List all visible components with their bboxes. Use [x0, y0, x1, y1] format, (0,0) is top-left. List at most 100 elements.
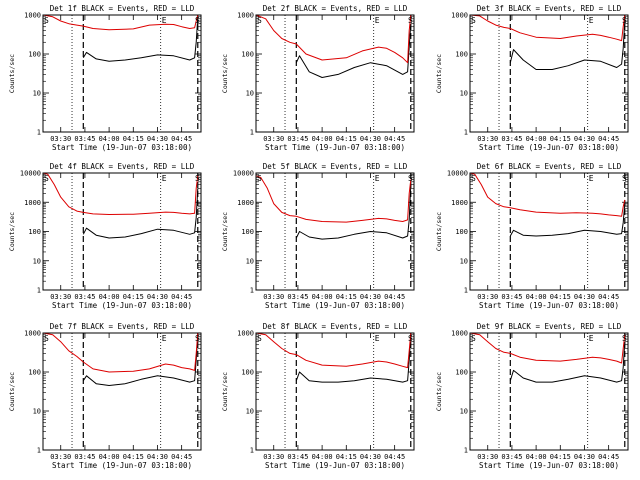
y-tick-label: 10 [460, 257, 468, 265]
x-tick-label: 04:00 [312, 135, 333, 143]
y-tick-label: 100 [455, 369, 468, 377]
panel-title: Det 5f BLACK = Events, RED = LLD [263, 162, 408, 171]
y-axis-label: Counts/sec [8, 54, 16, 93]
marker-e: E [162, 174, 167, 183]
marker-s-left: S [471, 334, 476, 343]
panel-det-4: Det 4f BLACK = Events, RED = LLD 1 10 100 10… [8, 162, 202, 310]
x-axis-label: Start Time (19-Jun-07 03:18:00) [52, 461, 192, 470]
x-tick-label: 03:30 [50, 293, 71, 301]
y-tick-label: 100 [241, 51, 254, 59]
x-tick-label: 04:45 [384, 135, 405, 143]
x-tick-label: 03:30 [50, 135, 71, 143]
y-tick-label: 10000 [20, 170, 41, 178]
x-axis-label: Start Time (19-Jun-07 03:18:00) [479, 461, 619, 470]
marker-e: E [589, 174, 594, 183]
x-tick-label: 04:45 [384, 293, 405, 301]
x-tick-label: 04:00 [312, 293, 333, 301]
panel-det-3: Det 3f BLACK = Events, RED = LLD 1 10 100 10… [435, 4, 629, 152]
y-tick-label: 1 [37, 129, 41, 137]
x-tick-label: 03:30 [263, 293, 284, 301]
y-tick-label: 1 [250, 447, 254, 455]
marker-s-right: S [195, 16, 200, 25]
panel-det-2: Det 2f BLACK = Events, RED = LLD 1 10 100 10… [221, 4, 415, 152]
series-black-line [82, 334, 199, 386]
series-red-line [255, 175, 412, 223]
x-tick-label: 04:15 [123, 293, 144, 301]
x-tick-label: 04:00 [99, 135, 120, 143]
series-black-line [295, 23, 412, 78]
marker-s-left: S [257, 16, 262, 25]
marker-e: E [375, 16, 380, 25]
panel-title: Det 7f BLACK = Events, RED = LLD [50, 322, 195, 331]
plot-frame [255, 332, 415, 451]
series-black-line [509, 203, 626, 237]
series-red-line [42, 14, 199, 31]
marker-s-right: S [195, 334, 200, 343]
y-tick-label: 1000 [237, 199, 254, 207]
panel-title: Det 6f BLACK = Events, RED = LLD [477, 162, 622, 171]
x-tick-label: 04:30 [360, 293, 381, 301]
x-tick-label: 03:45 [74, 293, 95, 301]
panel-title: Det 3f BLACK = Events, RED = LLD [477, 4, 622, 13]
marker-e: E [589, 16, 594, 25]
y-tick-label: 100 [455, 51, 468, 59]
y-tick-label: 1000 [451, 199, 468, 207]
x-tick-label: 03:30 [50, 453, 71, 461]
y-tick-label: 1 [37, 447, 41, 455]
plot-frame [42, 332, 202, 451]
series-red-line [469, 172, 626, 217]
x-tick-label: 03:30 [477, 453, 498, 461]
x-tick-label: 04:45 [598, 293, 619, 301]
series-black-line [295, 334, 412, 383]
plot-frame [255, 172, 415, 291]
panel-title: Det 2f BLACK = Events, RED = LLD [263, 4, 408, 13]
x-tick-label: 04:30 [147, 293, 168, 301]
x-tick-label: 04:00 [99, 293, 120, 301]
y-axis-label: Counts/sec [435, 212, 443, 251]
y-tick-label: 100 [455, 228, 468, 236]
marker-s-left: S [44, 16, 49, 25]
y-axis-label: Counts/sec [221, 54, 229, 93]
y-axis-label: Counts/sec [221, 372, 229, 411]
marker-s-right: S [622, 334, 627, 343]
x-tick-label: 03:45 [287, 293, 308, 301]
series-red-line [469, 14, 626, 42]
x-tick-label: 04:15 [550, 135, 571, 143]
panel-det-1: Det 1f BLACK = Events, RED = LLD 1 10 100 10… [8, 4, 202, 152]
y-tick-label: 100 [241, 369, 254, 377]
x-tick-label: 03:30 [263, 135, 284, 143]
y-axis-label: Counts/sec [8, 372, 16, 411]
marker-s-right: S [408, 334, 413, 343]
plot-frame [469, 14, 629, 133]
y-tick-label: 1000 [237, 330, 254, 338]
y-tick-label: 1 [250, 129, 254, 137]
marker-s-left: S [257, 174, 262, 183]
x-tick-label: 03:30 [477, 293, 498, 301]
x-tick-label: 03:30 [477, 135, 498, 143]
x-tick-label: 04:15 [336, 135, 357, 143]
y-tick-label: 10 [246, 90, 254, 98]
x-tick-label: 03:45 [74, 453, 95, 461]
y-tick-label: 10000 [447, 170, 468, 178]
series-black-line [295, 184, 412, 240]
x-tick-label: 03:45 [501, 135, 522, 143]
x-tick-label: 03:45 [287, 453, 308, 461]
panel-det-8: Det 8f BLACK = Events, RED = LLD 1 10 100 10… [221, 322, 415, 470]
x-tick-label: 04:30 [574, 135, 595, 143]
panel-title: Det 9f BLACK = Events, RED = LLD [477, 322, 622, 331]
x-tick-label: 03:45 [74, 135, 95, 143]
y-tick-label: 1000 [451, 12, 468, 20]
x-axis-label: Start Time (19-Jun-07 03:18:00) [265, 301, 405, 310]
y-axis-label: Counts/sec [8, 212, 16, 251]
marker-e: E [375, 174, 380, 183]
marker-s-left: S [44, 334, 49, 343]
marker-s-left: S [257, 334, 262, 343]
y-tick-label: 1000 [237, 12, 254, 20]
x-tick-label: 04:45 [384, 453, 405, 461]
marker-s-left: S [471, 174, 476, 183]
x-axis-label: Start Time (19-Jun-07 03:18:00) [479, 301, 619, 310]
y-tick-label: 10 [246, 257, 254, 265]
series-red-line [255, 332, 412, 369]
y-tick-label: 100 [28, 369, 41, 377]
y-tick-label: 100 [28, 51, 41, 59]
